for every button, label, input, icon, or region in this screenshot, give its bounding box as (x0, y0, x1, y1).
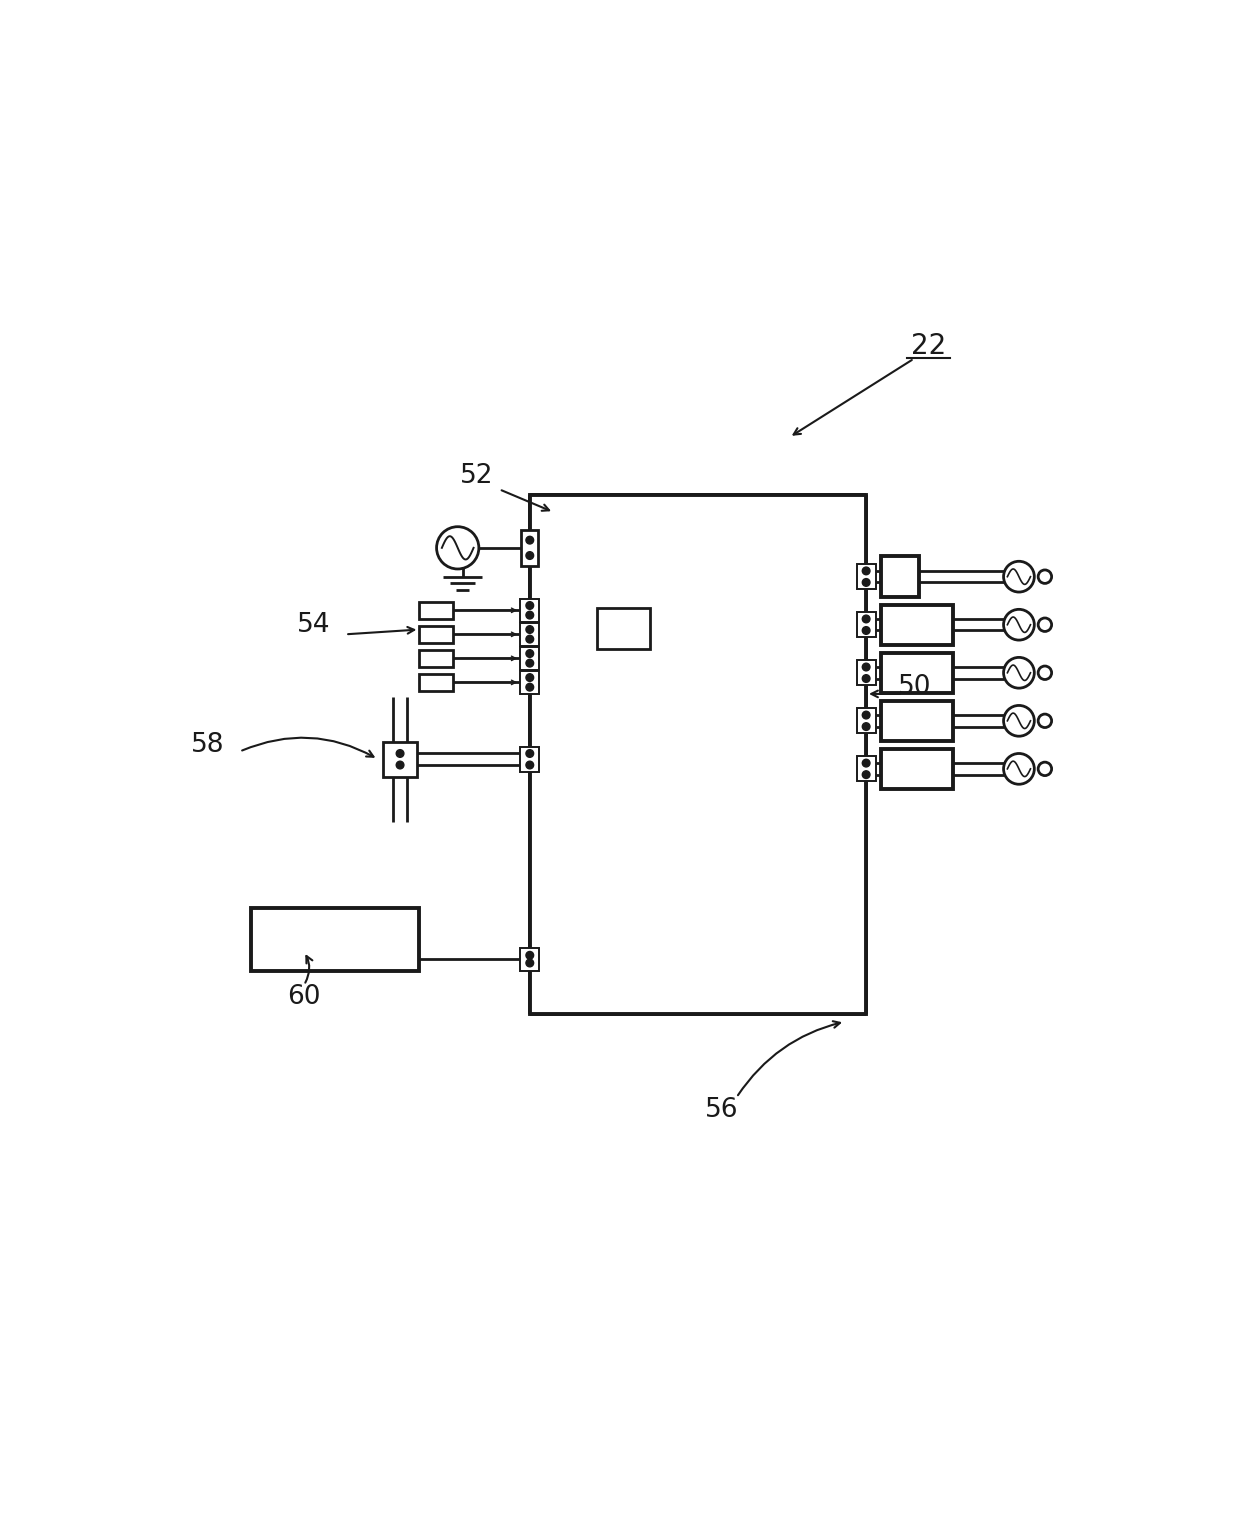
Circle shape (526, 749, 533, 758)
Bar (521, 530, 538, 566)
Circle shape (526, 611, 533, 619)
Circle shape (862, 723, 870, 731)
Text: 52: 52 (460, 463, 494, 489)
Bar (419, 626, 453, 643)
Text: 22: 22 (911, 331, 946, 360)
Text: 56: 56 (706, 1097, 739, 1123)
Circle shape (526, 649, 533, 657)
Circle shape (397, 761, 404, 769)
Circle shape (862, 626, 870, 634)
Bar (521, 623, 539, 646)
Bar (521, 599, 539, 622)
Bar (521, 747, 539, 772)
Circle shape (526, 684, 533, 691)
Text: 58: 58 (191, 732, 224, 758)
Bar (596, 608, 650, 649)
Bar (880, 701, 952, 741)
Circle shape (862, 578, 870, 586)
Bar (880, 652, 952, 693)
Circle shape (526, 635, 533, 643)
Circle shape (526, 602, 533, 610)
Bar (857, 660, 875, 685)
Bar (880, 749, 952, 790)
Bar (857, 708, 875, 734)
Circle shape (862, 675, 870, 682)
Circle shape (862, 616, 870, 623)
Bar (857, 564, 875, 589)
Bar (419, 602, 453, 619)
Circle shape (526, 536, 533, 545)
Circle shape (526, 660, 533, 667)
Circle shape (526, 626, 533, 634)
Circle shape (526, 761, 533, 769)
Bar (419, 649, 453, 667)
Bar (521, 648, 539, 670)
Bar (857, 613, 875, 637)
Bar (250, 908, 419, 971)
Circle shape (526, 552, 533, 560)
Bar (880, 557, 919, 596)
Circle shape (862, 770, 870, 779)
Circle shape (526, 673, 533, 681)
Circle shape (397, 749, 404, 758)
Text: 60: 60 (288, 983, 321, 1009)
Circle shape (862, 567, 870, 575)
Bar (857, 756, 875, 781)
Bar (419, 673, 453, 691)
Text: 50: 50 (898, 675, 931, 701)
Circle shape (862, 711, 870, 719)
Bar (529, 495, 866, 1014)
Circle shape (862, 760, 870, 767)
Bar (880, 605, 952, 645)
Bar (521, 670, 539, 694)
Circle shape (526, 959, 533, 967)
Circle shape (862, 663, 870, 670)
Bar (383, 741, 418, 776)
Text: 54: 54 (296, 611, 330, 637)
Bar (521, 947, 539, 971)
Circle shape (526, 952, 533, 959)
